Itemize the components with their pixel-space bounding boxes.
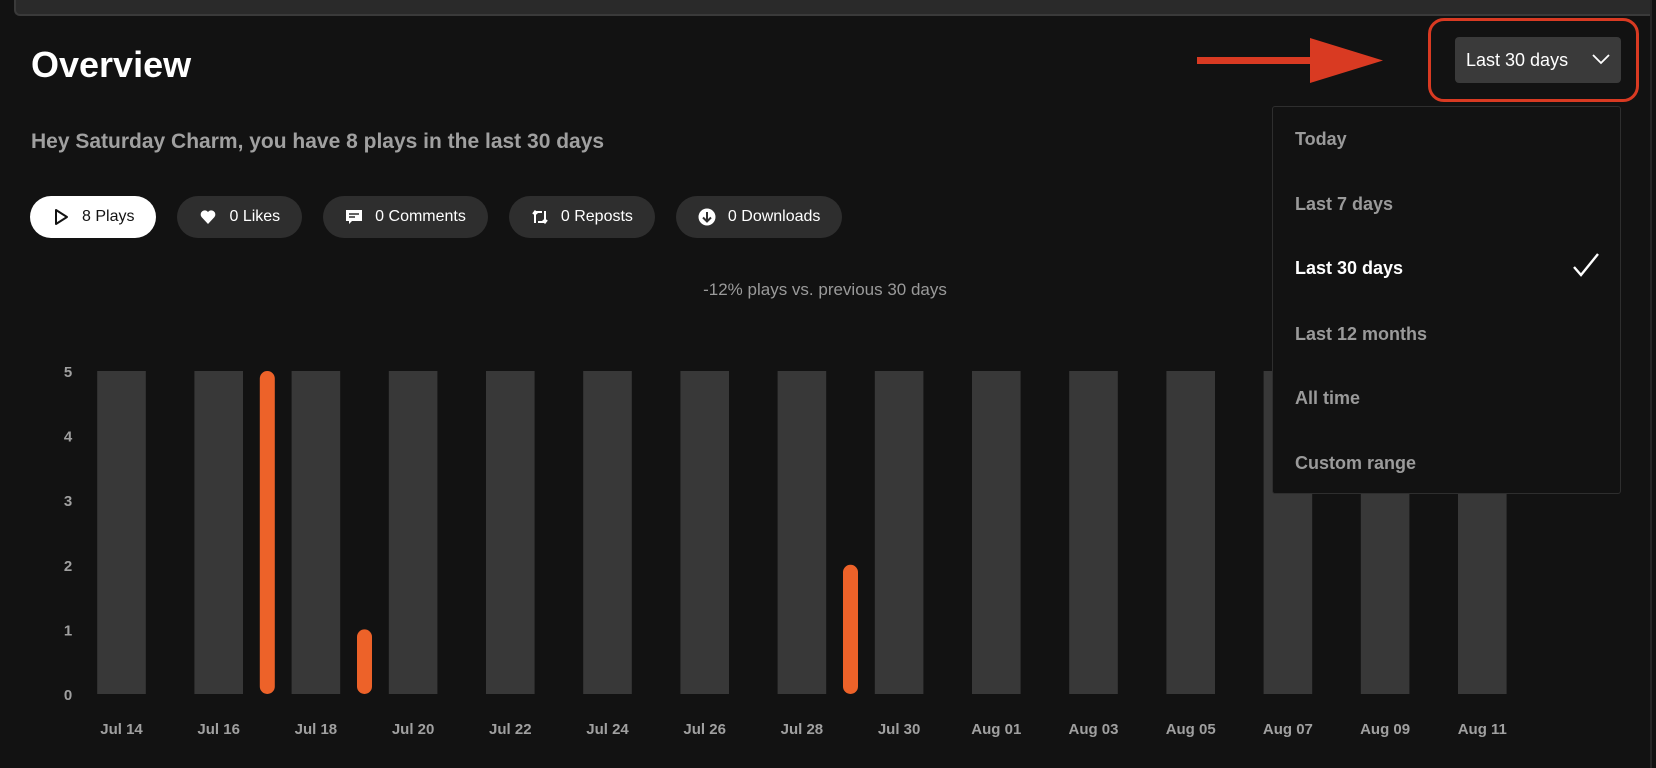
y-tick-label: 2 — [64, 558, 72, 575]
x-tick-label: Jul 26 — [683, 721, 726, 738]
plays-bar — [259, 371, 275, 694]
x-tick-label: Jul 18 — [295, 721, 338, 738]
window-top-bar — [14, 0, 1652, 16]
bar-background — [97, 371, 146, 694]
y-tick-label: 1 — [64, 622, 72, 639]
bar-background — [1069, 371, 1118, 694]
plays-bar — [357, 629, 372, 694]
downloads-label: 0 Downloads — [727, 208, 821, 225]
reposts-label: 0 Reposts — [560, 208, 633, 225]
y-tick-label: 4 — [64, 429, 73, 446]
x-tick-label: Jul 28 — [781, 721, 824, 738]
likes-label: 0 Likes — [229, 208, 281, 225]
x-tick-label: Aug 03 — [1068, 721, 1118, 738]
y-tick-label: 3 — [64, 493, 72, 510]
x-tick-label: Aug 05 — [1166, 721, 1216, 738]
play-icon — [55, 209, 68, 225]
annotation-arrow — [1197, 38, 1383, 83]
date-range-menu: Today Last 7 days Last 30 days Last 12 m… — [1272, 106, 1621, 494]
y-tick-label: 0 — [64, 687, 72, 704]
bar-background — [972, 371, 1021, 694]
greeting-text: Hey Saturday Charm, you have 8 plays in … — [31, 130, 605, 153]
comment-icon — [346, 210, 363, 224]
menu-item-today[interactable]: Today — [1295, 129, 1347, 149]
x-tick-label: Jul 20 — [392, 721, 435, 738]
x-tick-label: Aug 09 — [1360, 721, 1410, 738]
y-tick-label: 5 — [64, 364, 72, 381]
bar-background — [388, 371, 438, 694]
menu-item-all-time[interactable]: All time — [1295, 388, 1361, 408]
stat-tabs: 8 Plays 0 Likes 0 Comments 0 Reposts 0 D… — [30, 196, 843, 238]
bar-background — [194, 371, 243, 694]
x-tick-label: Aug 11 — [1458, 721, 1507, 738]
x-tick-label: Aug 07 — [1263, 721, 1313, 738]
bar-background — [680, 371, 729, 694]
menu-item-last-7-days[interactable]: Last 7 days — [1295, 194, 1394, 214]
heart-icon — [201, 210, 216, 224]
x-tick-label: Jul 16 — [197, 721, 240, 738]
x-tick-label: Jul 22 — [489, 721, 532, 738]
comments-label: 0 Comments — [375, 208, 466, 225]
bar-background — [777, 371, 827, 694]
checkmark-icon — [1573, 253, 1599, 277]
window-edge — [1650, 0, 1652, 768]
x-tick-label: Jul 14 — [100, 721, 143, 738]
menu-item-last-30-days[interactable]: Last 30 days — [1295, 258, 1404, 278]
bar-background — [874, 371, 924, 694]
x-tick-label: Jul 30 — [878, 721, 921, 738]
plays-tab[interactable]: 8 Plays — [30, 196, 157, 238]
bar-background — [486, 371, 535, 694]
bar-background — [291, 371, 341, 694]
x-tick-label: Aug 01 — [971, 721, 1021, 738]
repost-icon — [532, 209, 548, 225]
date-range-selected: Last 30 days — [1466, 49, 1569, 70]
likes-tab[interactable]: 0 Likes — [177, 196, 303, 238]
x-tick-label: Jul 24 — [586, 721, 629, 738]
downloads-tab[interactable]: 0 Downloads — [675, 196, 843, 238]
bar-background — [583, 371, 632, 694]
menu-item-last-12-months[interactable]: Last 12 months — [1295, 324, 1428, 344]
chevron-down-icon — [1592, 54, 1610, 65]
comments-tab[interactable]: 0 Comments — [323, 196, 488, 238]
comparison-text: -12% plays vs. previous 30 days — [703, 280, 947, 299]
plays-label: 8 Plays — [82, 208, 135, 225]
plays-bar — [843, 564, 858, 694]
page-title: Overview — [31, 44, 192, 85]
bar-background — [1166, 371, 1215, 694]
menu-item-custom-range[interactable]: Custom range — [1295, 453, 1417, 473]
date-range-dropdown[interactable]: Last 30 days — [1455, 37, 1621, 83]
reposts-tab[interactable]: 0 Reposts — [508, 196, 655, 238]
download-icon — [698, 208, 716, 226]
annotation-highlight — [1428, 18, 1639, 102]
